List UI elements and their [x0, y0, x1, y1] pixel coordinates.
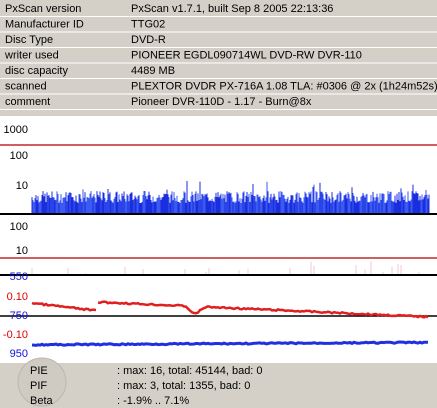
stat-label: PIF: [30, 380, 47, 392]
axis-label: 750: [10, 310, 28, 322]
axis-label: 100: [10, 221, 28, 233]
axis-label: 950: [10, 348, 28, 360]
axis-label: 0.10: [7, 291, 28, 303]
axis-label: 100: [10, 150, 28, 162]
stat-label: PIE: [30, 365, 48, 377]
info-value: DVD-R: [131, 34, 166, 46]
logo-watermark: [17, 357, 67, 407]
info-value: PIONEER EGDL090714WL DVD-RW DVR-110: [131, 49, 362, 61]
jitter-trace: [31, 340, 429, 347]
info-value: Pioneer DVR-110D - 1.17 - Burn@8x: [131, 96, 312, 108]
info-label: comment: [5, 96, 50, 108]
info-label: Disc Type: [5, 34, 53, 46]
info-value: PxScan v1.7.1, built Sep 8 2005 22:13:36: [131, 3, 333, 15]
axis-label: 1000: [4, 124, 28, 136]
stat-label: Beta: [30, 395, 54, 407]
info-value: TTG02: [131, 18, 165, 30]
info-label: writer used: [4, 49, 59, 61]
pif-trace: [31, 261, 420, 274]
beta-trace: [31, 300, 429, 319]
pie-trace: [31, 181, 430, 213]
axis-label: 10: [16, 245, 28, 257]
stat-value: : max: 3, total: 1355, bad: 0: [117, 380, 250, 392]
stat-value: : -1.9% .. 7.1%: [117, 395, 189, 407]
stat-value: : max: 16, total: 45144, bad: 0: [117, 365, 263, 377]
info-label: disc capacity: [5, 65, 68, 77]
axis-label: 550: [10, 271, 28, 283]
info-label: PxScan version: [5, 3, 81, 15]
info-label: Manufacturer ID: [5, 18, 84, 30]
axis-label: 10: [16, 180, 28, 192]
axis-label: -0.10: [3, 329, 28, 341]
info-label: scanned: [5, 80, 47, 92]
info-value: PLEXTOR DVDR PX-716A 1.08 TLA: #0306 @ 2…: [131, 80, 437, 92]
info-value: 4489 MB: [131, 65, 175, 77]
